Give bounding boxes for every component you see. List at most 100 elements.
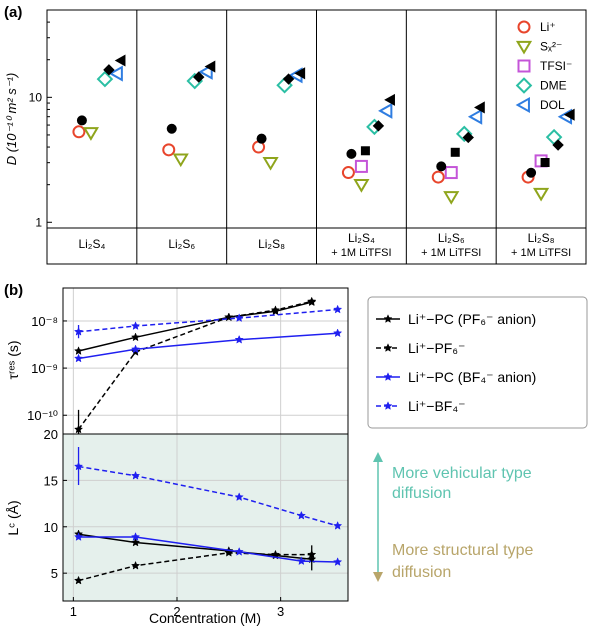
panel-a-chart: 1 10 Li₂S₄ Li₂S₆ Li₂S₈ Li₂S₄ + 1M LiTFSI Li₂S₆… [4,9,587,265]
panel-b-top-ylabel: τʳᵉˢ (s) [5,340,21,379]
series-line [78,332,338,360]
reference-point [193,71,205,83]
series-point [234,313,244,323]
data-point [162,143,176,157]
y-tick-label: 20 [44,427,58,442]
reference-point [450,147,460,157]
reference-point [372,120,385,132]
data-point [262,156,279,171]
data-point [108,65,123,82]
data-point [444,166,458,180]
series-point [130,470,141,480]
legend-label: DME [540,79,567,93]
category-sublabel: + 1M LiTFSI [511,247,571,259]
series-point [270,305,281,315]
data-point [96,70,114,88]
x-tick-label: 1 [70,604,77,619]
x-tick-label: 2 [173,604,180,619]
reference-point [540,158,550,168]
data-point [353,178,370,193]
category-label: Li₂S₈ [528,231,555,245]
y-tick-label: 10⁻⁹ [31,361,58,376]
data-point [72,125,86,139]
panel-b-legend-box [367,296,588,429]
series-point [130,321,141,330]
series-point [130,344,141,354]
legend-marker [383,401,393,410]
category-label: Li₂S₈ [258,237,285,251]
panel-b-bottom-ylabel: Lᶜ (Å) [5,500,21,535]
legend-label: Li⁺ [540,20,556,34]
panel-a-label: (a) [4,4,22,21]
legend-label: DOL [540,98,565,112]
series-point [333,520,343,530]
reference-point [563,108,575,121]
series-point [130,560,141,570]
y-tick-label: 1 [35,215,42,229]
reference-point [294,67,306,80]
series-point [333,328,343,338]
legend-marker [515,40,533,55]
category-label: Li₂S₄ [78,237,105,251]
series-point [296,510,306,520]
reference-point [474,101,485,114]
reference-point [166,123,177,134]
legend-label: Li⁺−PC (BF₄⁻ anion) [408,369,536,385]
legend-marker [515,77,533,94]
panel-b-frame [62,287,349,602]
reference-point [552,139,564,151]
data-point [198,63,213,80]
panel-a-legend: Li⁺ Sₓ²⁻ TFSI⁻ DME DOL [515,20,572,114]
annotation-vehicular-line1: More vehicular type [392,465,532,482]
reference-point [114,54,126,67]
legend-label: Li⁺−PC (PF₆⁻ anion) [408,311,536,327]
series-point [307,296,317,306]
legend-marker [517,20,531,34]
series-line [78,308,338,333]
reference-point [256,133,267,144]
panel-b-legend: Li⁺−PC (PF₆⁻ anion) Li⁺−PF₆⁻ Li⁺−PC (BF₄⁻ … [367,296,588,429]
category-label: Li₂S₆ [438,231,465,245]
reference-point [103,64,115,76]
data-point [467,108,483,125]
legend-marker [383,372,393,381]
y-tick-label: 10⁻¹⁰ [27,408,58,423]
data-point [455,125,473,143]
data-point [533,187,550,202]
reference-point [360,146,370,156]
series-point [333,304,343,314]
annotation-structural-line2: diffusion [392,564,451,581]
reference-point [384,93,395,106]
legend-marker [515,96,530,114]
arrow-up-icon [373,452,383,462]
series-point [73,575,84,585]
reference-point [282,73,295,85]
legend-label: Li⁺−PF₆⁻ [408,340,465,356]
legend-label: Sₓ²⁻ [540,40,562,54]
category-sublabel: + 1M LiTFSI [331,247,391,259]
x-tick-label: 3 [277,604,284,619]
category-label: Li₂S₆ [168,237,195,251]
data-point [341,166,355,180]
panel-b-annotation: More vehicular type diffusion More struc… [373,452,533,582]
series-point [130,532,141,541]
annotation-vehicular-line2: diffusion [392,485,451,502]
series-point [130,537,141,547]
series-point [333,557,343,566]
y-tick-label: 10 [44,520,58,535]
series-point [234,334,244,344]
category-label: Li₂S₄ [348,231,375,245]
reference-point [436,161,447,172]
data-point [443,191,460,205]
panel-b-lower-band [63,434,348,601]
series-point [234,492,244,502]
series-point [130,332,141,342]
data-point [172,153,189,168]
legend-marker [383,314,393,323]
legend-label: Li⁺−BF₄⁻ [408,398,465,414]
reference-point [346,148,357,159]
data-point [378,102,393,119]
annotation-structural-line1: More structural type [392,542,533,559]
series-point [73,346,84,355]
